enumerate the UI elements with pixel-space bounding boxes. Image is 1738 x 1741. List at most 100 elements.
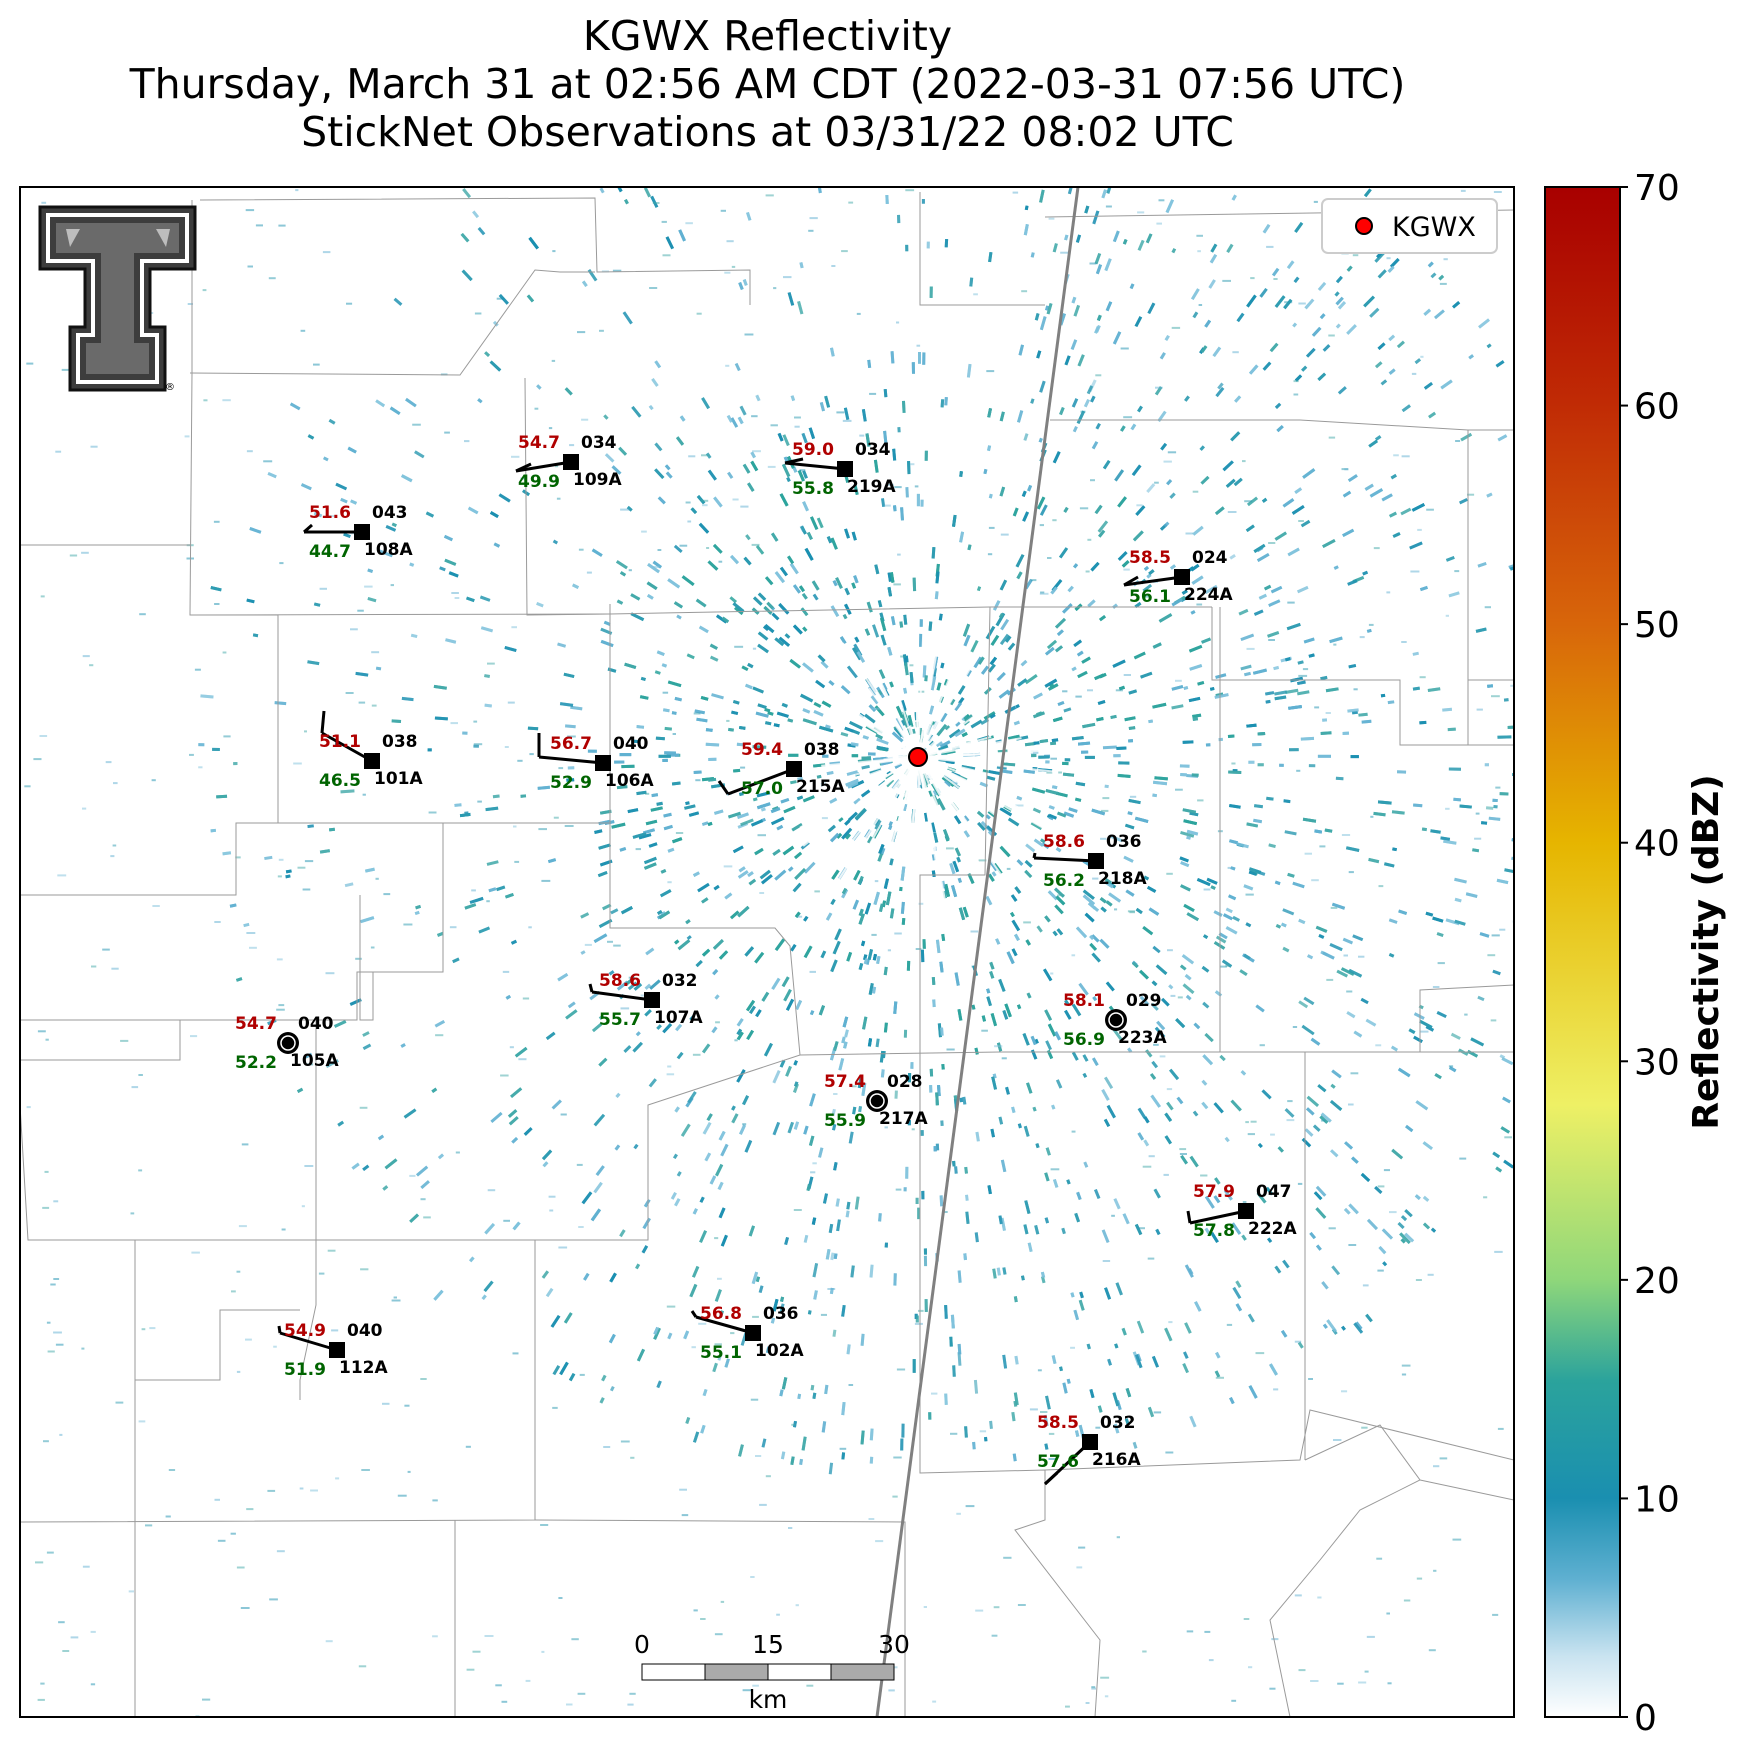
station-marker-icon	[563, 454, 579, 470]
station-wind-speed: 024	[1192, 548, 1228, 568]
station-temperature: 59.4	[741, 740, 783, 760]
wind-barb-icon	[588, 983, 653, 1002]
colorbar: 0 10 20 30 40 50 60 70 Reflectivity (dBZ)	[1544, 168, 1727, 1739]
station-wind-speed: 038	[804, 740, 840, 760]
station-wind-speed: 038	[382, 732, 418, 752]
calm-wind-marker-icon	[1105, 1009, 1127, 1031]
station-temperature: 58.5	[1129, 548, 1171, 568]
station-223A: 58.1 029 56.9 223A	[1063, 991, 1167, 1050]
station-dewpoint: 57.6	[1037, 1452, 1079, 1472]
station-marker-icon	[329, 1342, 345, 1358]
colorbar-tick-0: 0	[1634, 1698, 1657, 1739]
station-dewpoint: 57.0	[741, 779, 783, 799]
station-marker-icon	[595, 755, 611, 771]
wind-barb-icon	[277, 1325, 338, 1352]
scale-tick-1: 15	[752, 1630, 784, 1659]
station-marker-icon	[1082, 1434, 1098, 1450]
scale-tick-2: 30	[878, 1630, 910, 1659]
wind-barb-icon	[320, 710, 373, 763]
colorbar-tick-7: 70	[1634, 168, 1680, 209]
station-marker-icon	[745, 1325, 761, 1341]
calm-wind-marker-icon	[277, 1032, 299, 1054]
station-wind-speed: 040	[613, 734, 649, 754]
station-105A: 54.7 040 52.2 105A	[235, 1014, 339, 1073]
station-temperature: 56.8	[700, 1304, 742, 1324]
colorbar-tick-3: 30	[1634, 1042, 1680, 1083]
station-id: 106A	[605, 771, 654, 791]
station-id: 108A	[364, 540, 413, 560]
station-wind-speed: 029	[1126, 991, 1162, 1011]
station-temperature: 58.5	[1037, 1413, 1079, 1433]
scale-unit: km	[749, 1685, 788, 1714]
station-217A: 57.4 028 55.9 217A	[824, 1072, 928, 1131]
colorbar-ticks: 0 10 20 30 40 50 60 70	[1620, 168, 1680, 1739]
station-id: 216A	[1092, 1450, 1141, 1470]
station-temperature: 57.4	[824, 1072, 866, 1092]
station-marker-icon	[786, 761, 802, 777]
radar-marker-icon	[1355, 217, 1373, 235]
station-218A: 58.6 036 56.2 218A	[1032, 832, 1147, 891]
colorbar-tick-2: 20	[1634, 1261, 1680, 1302]
title-line-2: Thursday, March 31 at 02:56 AM CDT (2022…	[129, 60, 1406, 108]
station-temperature: 54.7	[518, 433, 560, 453]
station-marker-icon	[364, 753, 380, 769]
station-wind-speed: 034	[581, 433, 617, 453]
wind-barb-icon	[537, 733, 604, 765]
station-marker-icon	[644, 992, 660, 1008]
station-216A: 58.5 032 57.6 216A	[1037, 1413, 1141, 1486]
station-wind-speed: 040	[347, 1321, 383, 1341]
colorbar-tick-5: 50	[1634, 605, 1680, 646]
wind-barb-icon	[784, 457, 846, 471]
station-wind-speed: 034	[855, 440, 891, 460]
station-108A: 51.6 043 44.7 108A	[303, 503, 413, 562]
legend-radar-label: KGWX	[1392, 212, 1476, 243]
station-dewpoint: 46.5	[319, 771, 361, 791]
station-id: 218A	[1098, 869, 1147, 889]
station-wind-speed: 047	[1256, 1182, 1292, 1202]
wind-barb-icon	[690, 1310, 754, 1335]
station-222A: 57.9 047 57.8 222A	[1186, 1182, 1297, 1241]
station-temperature: 51.6	[309, 503, 351, 523]
kgwx-radar-site	[908, 747, 928, 767]
station-wind-speed: 032	[1100, 1413, 1136, 1433]
station-dewpoint: 55.9	[824, 1111, 866, 1131]
station-dewpoint: 55.1	[700, 1343, 742, 1363]
station-219A: 59.0 034 55.8 219A	[784, 440, 896, 499]
wind-barb-icon	[515, 460, 572, 473]
station-id: 215A	[796, 777, 845, 797]
station-wind-speed: 043	[372, 503, 408, 523]
station-marker-icon	[354, 524, 370, 540]
station-marker-icon	[1174, 569, 1190, 585]
station-temperature: 58.6	[599, 971, 641, 991]
station-dewpoint: 56.1	[1129, 587, 1171, 607]
station-102A: 56.8 036 55.1 102A	[690, 1304, 804, 1363]
station-id: 102A	[755, 1341, 804, 1361]
station-id: 217A	[879, 1109, 928, 1129]
station-101A: 51.1 038 46.5 101A	[319, 710, 423, 791]
title-line-3: StickNet Observations at 03/31/22 08:02 …	[301, 108, 1234, 156]
station-106A: 56.7 040 52.9 106A	[537, 733, 654, 793]
station-temperature: 58.6	[1043, 832, 1085, 852]
station-dewpoint: 55.8	[792, 479, 834, 499]
colorbar-gradient	[1544, 186, 1621, 1718]
wind-barb-icon	[717, 767, 795, 796]
title-line-1: KGWX Reflectivity	[582, 12, 953, 60]
station-dewpoint: 52.2	[235, 1053, 277, 1073]
station-dewpoint: 49.9	[518, 472, 560, 492]
colorbar-tick-1: 10	[1634, 1479, 1680, 1520]
station-dewpoint: 55.7	[599, 1010, 641, 1030]
wind-barb-icon	[1123, 575, 1183, 587]
station-id: 107A	[654, 1008, 703, 1028]
station-marker-icon	[837, 461, 853, 477]
station-id: 105A	[290, 1051, 339, 1071]
station-temperature: 58.1	[1063, 991, 1105, 1011]
station-id: 219A	[847, 477, 896, 497]
station-marker-icon	[1238, 1203, 1254, 1219]
station-wind-speed: 028	[887, 1072, 923, 1092]
station-215A: 59.4 038 57.0 215A	[717, 740, 845, 799]
station-temperature: 57.9	[1193, 1182, 1235, 1202]
reflectivity-echoes	[24, 187, 1514, 1717]
state-border	[875, 187, 1080, 1717]
station-dewpoint: 51.9	[284, 1360, 326, 1380]
figure-title: KGWX Reflectivity Thursday, March 31 at …	[0, 12, 1535, 156]
